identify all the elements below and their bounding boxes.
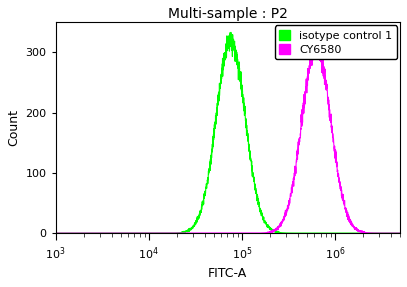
X-axis label: FITC-A: FITC-A: [208, 267, 247, 280]
Legend: isotype control 1, CY6580: isotype control 1, CY6580: [275, 26, 397, 59]
Title: Multi-sample : P2: Multi-sample : P2: [168, 7, 288, 21]
Y-axis label: Count: Count: [7, 109, 20, 146]
